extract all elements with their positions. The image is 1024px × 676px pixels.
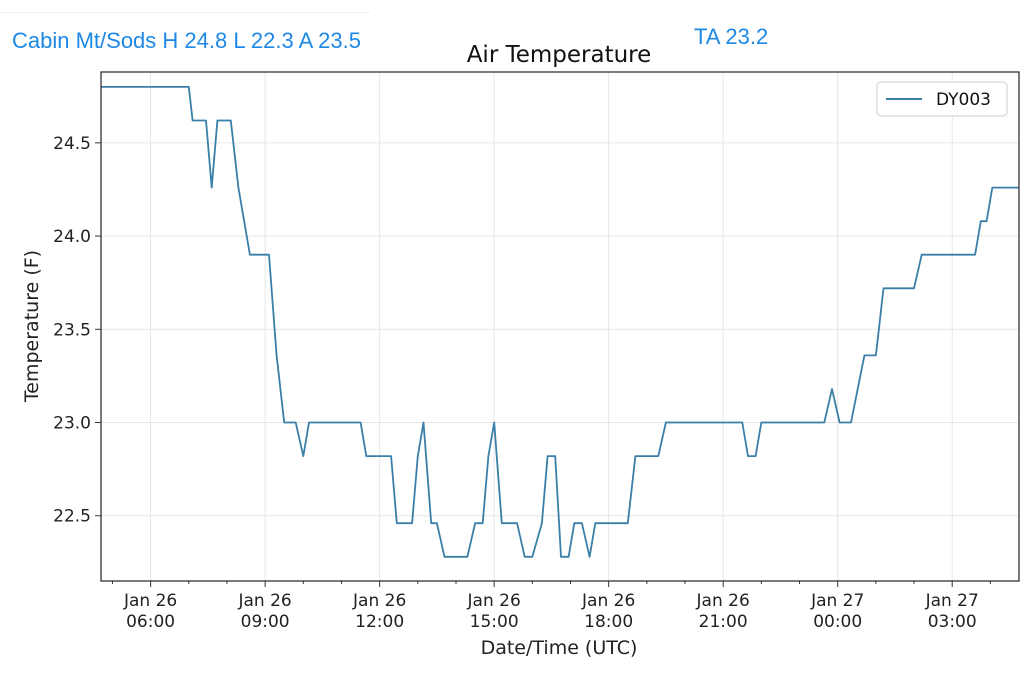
- y-tick-label: 24.5: [53, 134, 91, 154]
- series-line-dy003: [101, 86, 1019, 558]
- x-tick-label-time: 21:00: [699, 612, 748, 632]
- y-tick-label: 23.5: [53, 320, 91, 340]
- legend-label: DY003: [936, 90, 991, 110]
- station-summary: Cabin Mt/Sods H 24.8 L 22.3 A 23.5: [12, 28, 361, 53]
- axes: [95, 71, 1020, 587]
- legend-box: [876, 81, 1008, 117]
- x-tick-label-date: Jan 26: [238, 591, 292, 611]
- ta-summary: TA 23.2: [694, 24, 769, 49]
- x-tick-label-time: 18:00: [584, 612, 633, 632]
- y-axis-label: Temperature (F): [21, 250, 43, 403]
- series-layer: [101, 86, 1019, 558]
- x-tick-label-time: 12:00: [355, 612, 404, 632]
- x-tick-label-date: Jan 26: [352, 591, 406, 611]
- y-tick-label: 24.0: [53, 227, 91, 247]
- grid: [101, 72, 1019, 581]
- legend: DY003: [876, 81, 1008, 117]
- top-divider: [0, 12, 370, 13]
- y-tick-label: 22.5: [53, 507, 91, 527]
- x-tick-label-time: 00:00: [813, 612, 862, 632]
- x-tick-label-date: Jan 27: [925, 591, 979, 611]
- x-tick-label-time: 15:00: [470, 612, 519, 632]
- x-tick-label-time: 03:00: [928, 612, 977, 632]
- x-tick-label-time: 06:00: [126, 612, 175, 632]
- x-tick-label-date: Jan 26: [581, 591, 635, 611]
- x-tick-label-date: Jan 26: [467, 591, 521, 611]
- x-tick-label-time: 09:00: [241, 612, 290, 632]
- y-tick-label: 23.0: [53, 414, 91, 434]
- x-tick-label-date: Jan 27: [810, 591, 864, 611]
- plot-frame: [100, 71, 1020, 582]
- x-tick-label-date: Jan 26: [696, 591, 750, 611]
- chart-title: Air Temperature: [467, 42, 652, 68]
- x-tick-label-date: Jan 26: [123, 591, 177, 611]
- x-axis-label: Date/Time (UTC): [481, 637, 638, 659]
